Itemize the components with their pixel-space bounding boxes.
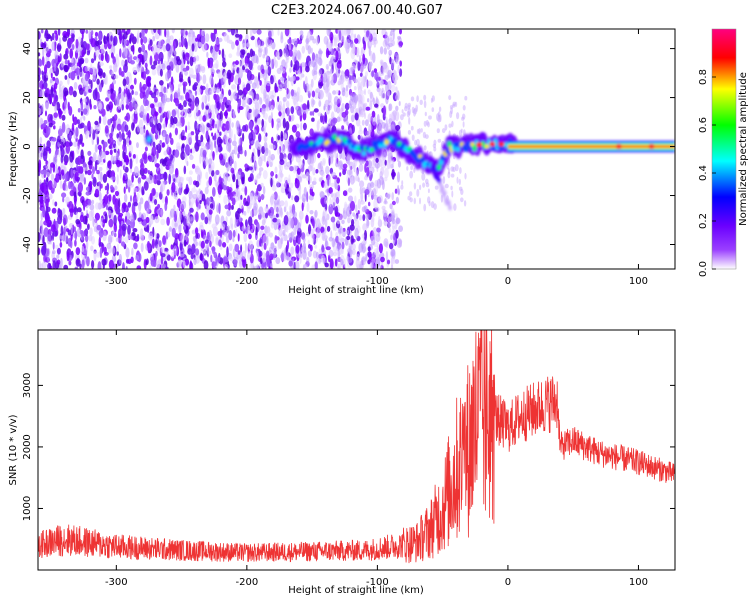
spectrogram-xtick-label: -300 (105, 276, 128, 287)
spectrogram-ytick-label: 0 (22, 143, 33, 149)
snr-xtick-label: -100 (366, 577, 389, 588)
snr-xtick-label: 100 (629, 577, 648, 588)
spectrogram-ytick-label: 40 (22, 42, 33, 55)
snr-plot-area (38, 330, 675, 570)
colorbar-tick-label: 0.6 (698, 117, 709, 133)
colorbar-frame (711, 28, 737, 270)
spectrogram-xtick-label: 100 (629, 276, 648, 287)
spectrogram-ytick-label: -20 (22, 187, 33, 203)
snr-ytick-label: 2000 (22, 434, 33, 459)
spectrogram-xlabel: Height of straight line (km) (288, 285, 424, 296)
spectrogram-ylabel: Frequency (Hz) (8, 111, 19, 187)
colorbar-tick-label: 0.2 (698, 213, 709, 229)
spectrogram-xtick-label: -100 (366, 276, 389, 287)
snr-ylabel: SNR (10 * v/v) (8, 414, 19, 485)
snr-xlabel: Height of straight line (km) (288, 585, 424, 596)
snr-ytick-label: 3000 (22, 373, 33, 398)
colorbar-ticks: 0.0 0.2 0.4 0.6 0.8 (698, 69, 716, 277)
spectrogram-ytick-label: -40 (22, 236, 33, 252)
spectrogram-xtick-label: -200 (236, 276, 259, 287)
colorbar-label: Normalized spectral amplitude (738, 72, 749, 226)
colorbar-tick-label: 0.8 (698, 69, 709, 85)
spectrogram-xtick-label: 0 (505, 276, 511, 287)
snr-xtick-label: -200 (236, 577, 259, 588)
snr-xtick-label: 0 (505, 577, 511, 588)
spectrogram-ytick-label: 20 (22, 91, 33, 104)
snr-series-line (38, 330, 675, 564)
colorbar-tick-label: 0.0 (698, 261, 709, 277)
snr-panel: -300 -200 -100 0 100 1000 2000 3000 Height of s… (8, 329, 676, 596)
snr-frame (37, 329, 676, 571)
colorbar-tick-label: 0.4 (698, 165, 709, 181)
spectrogram-ridge (144, 127, 675, 211)
colorbar-gradient (712, 29, 736, 269)
colorbar: 0.0 0.2 0.4 0.6 0.8 Normalized spectral ampl… (698, 28, 749, 277)
snr-axes: -300 -200 -100 0 100 1000 2000 3000 (22, 330, 675, 588)
figure-title: C2E3.2024.067.00.40.G07 (271, 3, 443, 18)
snr-xtick-label: -300 (105, 577, 128, 588)
spectrogram-frame (37, 28, 676, 270)
spectrogram-texture (38, 29, 468, 269)
snr-ytick-label: 1000 (22, 496, 33, 521)
